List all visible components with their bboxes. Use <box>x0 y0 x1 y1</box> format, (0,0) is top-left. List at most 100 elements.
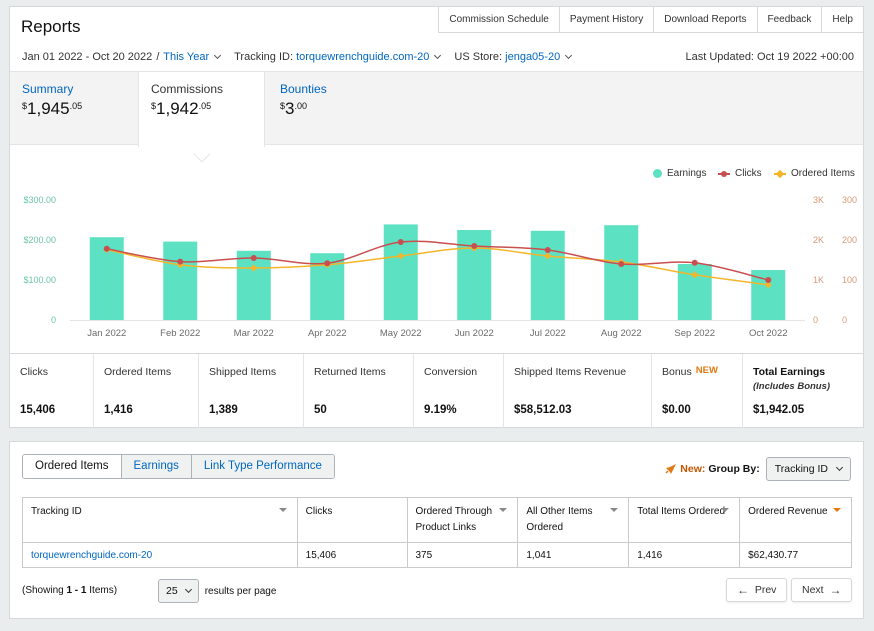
x-axis-tick-label: Mar 2022 <box>234 328 274 339</box>
legend-swatch <box>653 169 662 178</box>
next-button[interactable]: Next → <box>791 578 853 602</box>
chart-svg: $300.00 $200.00 $100.00 0 3K 2K 1K 0 300 200 100 0 J… <box>23 195 857 339</box>
tab-earnings[interactable]: Earnings <box>120 455 191 478</box>
metric-label: Total Earnings (Includes Bonus) <box>753 366 853 392</box>
chevron-down-icon[interactable] <box>214 51 222 60</box>
includes-bonus-note: (Includes Bonus) <box>753 381 831 392</box>
col-header-total-items[interactable]: Total Items Ordered <box>628 497 741 543</box>
store-filter[interactable]: US Store: jenga05-20 <box>454 51 560 63</box>
cell-ordered-revenue: $62,430.77 <box>739 542 852 568</box>
tab-bounties[interactable]: Bounties $3.00 <box>268 72 339 146</box>
next-label: Next <box>802 584 824 596</box>
tab-summary[interactable]: Summary $1,945.05 <box>10 72 94 146</box>
download-reports-link[interactable]: Download Reports <box>654 6 758 33</box>
feedback-link[interactable]: Feedback <box>757 6 823 33</box>
currency-symbol: $ <box>151 101 157 111</box>
tracking-id-link[interactable]: torquewrenchguide.com-20 <box>31 549 153 561</box>
filter-row: Jan 01 2022 - Oct 20 2022 / This Year Tr… <box>22 51 585 63</box>
left-axis-tick-label: 0 <box>51 315 56 325</box>
group-by-select[interactable]: Tracking ID <box>765 457 851 481</box>
col-header-clicks[interactable]: Clicks <box>296 497 408 543</box>
prev-label: Prev <box>754 584 777 596</box>
prev-button[interactable]: ← Prev <box>726 578 788 602</box>
showing-suffix: Items) <box>86 585 118 596</box>
legend-ordered-items[interactable]: Ordered Items <box>774 168 855 179</box>
legend-earnings[interactable]: Earnings <box>653 168 706 179</box>
chevron-down-icon[interactable] <box>434 51 442 60</box>
commission-schedule-link[interactable]: Commission Schedule <box>438 6 560 33</box>
chevron-down-icon[interactable] <box>565 51 573 60</box>
tab-link-type-performance[interactable]: Link Type Performance <box>190 455 334 478</box>
col-header-all-other[interactable]: All Other Items Ordered <box>517 497 630 543</box>
line-ordered-items <box>106 247 769 286</box>
report-table-panel: Ordered Items Earnings Link Type Perform… <box>9 441 864 619</box>
bar-earnings <box>530 230 565 320</box>
metric-shipped-items: Shipped Items 1,389 <box>199 354 304 428</box>
tab-ordered-items[interactable]: Ordered Items <box>23 455 121 478</box>
sort-icon[interactable] <box>499 508 508 512</box>
metric-label: Shipped Items <box>209 366 277 378</box>
cell-ordered-through: 375 <box>406 542 519 568</box>
col-header-tracking-id[interactable]: Tracking ID <box>22 497 298 543</box>
metric-label: Conversion <box>424 366 478 378</box>
tab-commissions[interactable]: Commissions $1,942.05 <box>138 72 265 147</box>
amount-whole: 1,942 <box>156 99 199 118</box>
per-page-label: results per page <box>204 585 277 597</box>
sort-icon[interactable] <box>833 508 841 512</box>
metric-label: Shipped Items Revenue <box>514 366 627 378</box>
new-label: New: <box>680 463 706 475</box>
x-axis-tick-label: Sep 2022 <box>674 328 715 339</box>
x-axis-tick-label: Oct 2022 <box>749 328 788 339</box>
metric-label: Returned Items <box>314 366 386 378</box>
right-axis-tick-label: 0 <box>813 315 818 325</box>
help-link[interactable]: Help <box>822 6 864 33</box>
amount-cents: .05 <box>69 101 83 111</box>
tab-label: Summary <box>22 82 74 96</box>
cell-all-other: 1,041 <box>517 542 630 568</box>
amount-cents: .05 <box>198 101 212 111</box>
legend-label: Earnings <box>667 168 707 179</box>
col-header-ordered-through[interactable]: Ordered Through Product Links <box>406 497 519 543</box>
bar-earnings <box>163 241 198 320</box>
metric-clicks: Clicks 15,406 <box>10 354 94 428</box>
metric-value: $58,512.03 <box>514 404 572 416</box>
header-label: Ordered Revenue <box>748 506 828 517</box>
metric-conversion: Conversion 9.19% <box>414 354 504 428</box>
header-label: Total Items Ordered <box>637 506 726 517</box>
right-axis-tick-label: 1K <box>813 275 824 285</box>
legend-clicks[interactable]: Clicks <box>718 168 762 179</box>
x-axis-tick-label: Jul 2022 <box>530 328 566 339</box>
legend-label: Clicks <box>735 168 762 179</box>
period-link[interactable]: This Year <box>163 51 210 63</box>
header-label: Ordered Through Product Links <box>415 506 493 533</box>
point-clicks <box>103 245 110 252</box>
sort-icon[interactable] <box>610 508 619 512</box>
date-range-filter[interactable]: Jan 01 2022 - Oct 20 2022 / This Year <box>22 51 209 63</box>
sort-icon[interactable] <box>721 508 730 512</box>
right-axis-secondary-label: 100 <box>842 275 857 285</box>
right-axis-secondary-label: 200 <box>842 235 857 245</box>
per-page-select[interactable]: 25 <box>158 579 199 603</box>
metrics-row: Clicks 15,406 Ordered Items 1,416 Shippe… <box>10 353 863 428</box>
left-axis-tick-label: $300.00 <box>23 195 56 205</box>
reports-panel: Reports Commission Schedule Payment Hist… <box>9 6 864 428</box>
store-value[interactable]: jenga05-20 <box>505 51 561 63</box>
bar-earnings <box>604 225 639 320</box>
left-axis-tick-label: $100.00 <box>23 275 56 285</box>
x-axis-tick-label: Jun 2022 <box>455 328 494 339</box>
tracking-id-filter[interactable]: Tracking ID: torquewrenchguide.com-20 <box>234 51 429 63</box>
metric-value: 1,416 <box>104 404 133 416</box>
chevron-down-icon <box>184 585 192 594</box>
amount-cents: .00 <box>294 101 307 111</box>
tracking-id-value[interactable]: torquewrenchguide.com-20 <box>296 51 430 63</box>
payment-history-link[interactable]: Payment History <box>559 6 655 33</box>
metric-bonus: Bonus NEW $0.00 <box>652 354 743 428</box>
col-header-ordered-revenue[interactable]: Ordered Revenue <box>739 497 852 543</box>
summary-tabs: Summary $1,945.05 Commissions $1,942.05 … <box>10 71 863 147</box>
point-ordered-items <box>764 281 772 289</box>
point-ordered-items <box>397 252 405 260</box>
arrow-right-icon: → <box>829 583 842 597</box>
metric-value: $0.00 <box>662 404 691 416</box>
sort-icon[interactable] <box>278 508 287 512</box>
table-header-row: Tracking ID Clicks Ordered Through Produ… <box>22 497 852 543</box>
